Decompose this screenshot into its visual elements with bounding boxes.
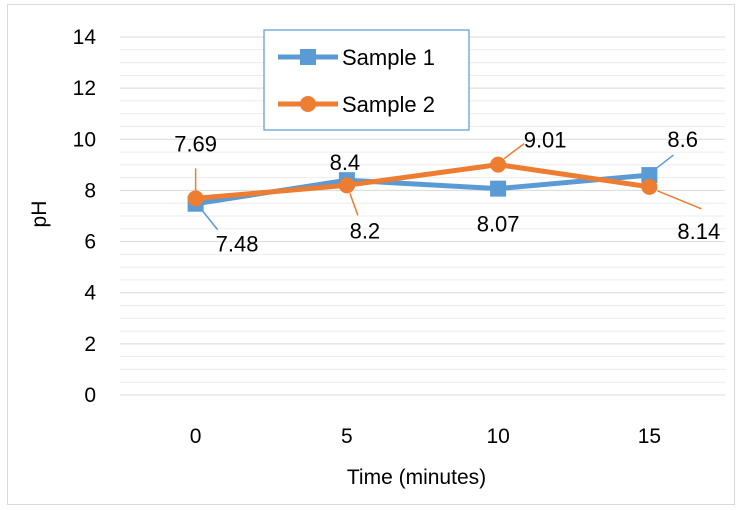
series-line-2 — [195, 162, 650, 201]
x-tick-label: 15 — [638, 425, 661, 448]
y-tick-label: 12 — [73, 77, 96, 100]
data-label: 7.69 — [174, 131, 217, 156]
data-label: 7.48 — [216, 232, 259, 257]
x-axis-title: Time (minutes) — [347, 466, 486, 489]
x-tick-label: 10 — [486, 425, 509, 448]
data-label: 9.01 — [524, 128, 567, 153]
chart-border — [7, 4, 735, 505]
leader-line — [349, 193, 359, 216]
data-labels: 7.48 8.4 8.07 8.6 7.69 8.2 9.01 8.14 — [174, 127, 720, 257]
data-label: 8.6 — [667, 127, 698, 152]
leader-line — [201, 209, 219, 231]
leader-line — [657, 190, 702, 210]
legend: Sample 1 Sample 2 — [263, 29, 470, 131]
data-point-circle — [490, 156, 507, 173]
legend-marker-circle — [300, 96, 316, 112]
data-label: 8.2 — [350, 218, 381, 243]
series-line-1 — [195, 172, 650, 207]
data-label: 8.4 — [330, 150, 361, 175]
legend-box — [263, 29, 470, 131]
series-lines — [187, 156, 658, 212]
y-tick-label: 4 — [84, 282, 96, 305]
data-point-circle — [641, 178, 658, 195]
data-point-circle — [187, 190, 204, 207]
legend-marker-square — [300, 49, 316, 65]
data-point-square — [490, 180, 507, 197]
data-label: 8.14 — [677, 219, 720, 244]
leader-line — [654, 154, 674, 170]
x-tick-label: 0 — [190, 425, 202, 448]
y-tick-label: 10 — [73, 128, 96, 151]
y-tick-label: 0 — [84, 384, 96, 407]
y-tick-label: 6 — [84, 231, 96, 254]
y-tick-label: 14 — [73, 26, 97, 49]
legend-label-series-1: Sample 1 — [342, 45, 435, 70]
y-axis-title: pH — [28, 201, 51, 228]
data-point-square — [641, 167, 658, 184]
y-tick-label: 2 — [84, 333, 96, 356]
y-tick-label: 8 — [84, 179, 96, 202]
axes: 0 2 4 6 8 10 12 14 0 5 10 15 Time (minutes) pH — [28, 26, 661, 489]
legend-label-series-2: Sample 2 — [342, 92, 435, 117]
data-label: 8.07 — [477, 212, 520, 237]
data-point-circle — [338, 177, 355, 194]
leader-line — [503, 143, 525, 160]
x-tick-label: 5 — [341, 425, 353, 448]
